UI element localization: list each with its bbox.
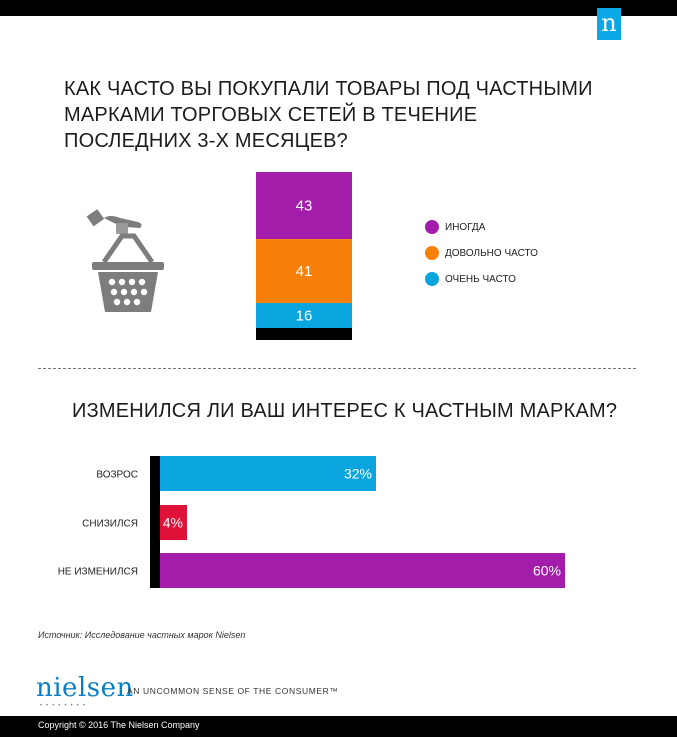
nielsen-badge: n [597,8,621,40]
footer-bar [0,716,677,737]
legend-label: ДОВОЛЬНО ЧАСТО [445,247,538,259]
bar-value-label: 32% [344,466,372,482]
top-bar [0,0,677,16]
chart-2-title: ИЗМЕНИЛСЯ ЛИ ВАШ ИНТЕРЕС К ЧАСТНЫМ МАРКА… [72,400,618,422]
chart-1-title: КАК ЧАСТО ВЫ ПОКУПАЛИ ТОВАРЫ ПОД ЧАСТНЫМ… [64,78,593,152]
legend-item: ДОВОЛЬНО ЧАСТО [425,240,538,266]
section-divider [38,368,636,369]
bar [160,505,187,540]
category-label: СНИЗИЛСЯ [82,519,138,530]
axis-bar [150,456,160,588]
bar [160,456,376,491]
category-label: НЕ ИЗМЕНИЛСЯ [58,567,138,578]
legend-swatch [425,246,439,260]
legend-label: ИНОГДА [445,221,486,233]
legend-swatch [425,272,439,286]
segment-label: 41 [296,263,313,280]
legend-item: ИНОГДА [425,214,538,240]
stacked-segment [256,239,352,304]
category-label: ВОЗРОС [96,470,138,481]
logo-dots: •••••••• [40,703,89,709]
copyright: Copyright © 2016 The Nielsen Company [38,720,200,730]
legend-item: ОЧЕНЬ ЧАСТО [425,266,538,292]
legend-swatch [425,220,439,234]
stacked-segment [256,303,352,328]
bar-baseline [256,328,352,340]
bar-value-label: 60% [533,563,561,579]
segment-label: 43 [296,198,313,215]
tagline: AN UNCOMMON SENSE OF THE CONSUMER™ [127,686,339,696]
nielsen-logo: nielsen [36,673,134,703]
bar [160,553,565,588]
segment-label: 16 [296,308,313,325]
chart-1-legend: ИНОГДА ДОВОЛЬНО ЧАСТО ОЧЕНЬ ЧАСТО [425,214,538,292]
stacked-segment [256,172,352,240]
legend-label: ОЧЕНЬ ЧАСТО [445,273,516,285]
bar-value-label: 4% [163,515,183,531]
source-note: Источник: Исследование частных марок Nie… [38,630,246,640]
